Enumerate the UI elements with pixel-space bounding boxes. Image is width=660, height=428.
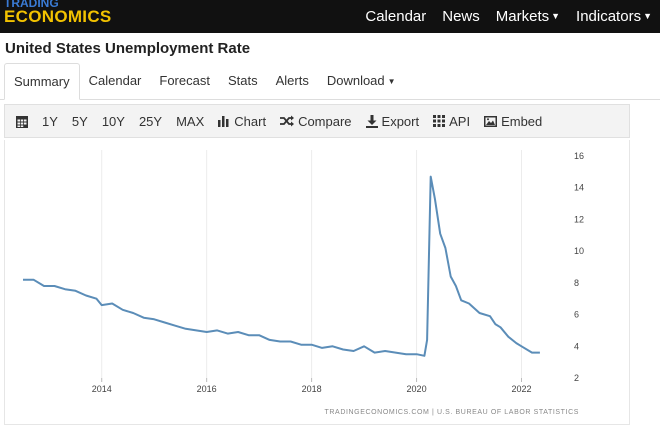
tab-stats-label: Stats — [227, 73, 258, 88]
x-tick-label: 2016 — [197, 384, 217, 394]
range-max-button[interactable]: MAX — [176, 113, 205, 129]
top-nav-menu: Calendar News Markets ▼ Indicators ▼ — [357, 0, 660, 33]
x-tick-label: 2018 — [302, 384, 322, 394]
calendar-picker-button[interactable] — [9, 115, 35, 128]
y-tick-label: 4 — [574, 341, 579, 351]
tab-alerts-label: Alerts — [275, 73, 309, 88]
chart-svg: 2014 2016 2018 2020 2022 2 4 6 8 10 12 14 16 — [23, 150, 584, 394]
tab-calendar-label: Calendar — [88, 73, 142, 88]
chart-source: TRADINGECONOMICS.COM | U.S. BUREAU OF LA… — [324, 409, 579, 416]
nav-markets[interactable]: Markets ▼ — [488, 8, 568, 25]
y-tick-label: 14 — [574, 183, 584, 193]
tab-forecast-label: Forecast — [159, 73, 210, 88]
compare-button[interactable]: Compare — [273, 114, 358, 129]
tab-summary[interactable]: Summary — [4, 63, 80, 100]
nav-news-label: News — [442, 8, 480, 25]
range-10y-button[interactable]: 10Y — [101, 113, 125, 129]
y-tick-label: 6 — [574, 310, 579, 320]
tab-bar: Summary Calendar Forecast Stats Alerts D… — [0, 63, 660, 100]
nav-indicators[interactable]: Indicators ▼ — [568, 8, 660, 25]
range-25y-button[interactable]: 25Y — [138, 113, 163, 129]
logo-line1: TRADING — [4, 0, 59, 10]
page-title: United States Unemployment Rate — [5, 40, 251, 57]
shuffle-icon — [280, 115, 295, 127]
tab-download[interactable]: Download ▼ — [318, 63, 405, 99]
y-tick-label: 16 — [574, 151, 584, 161]
bar-chart-icon — [218, 115, 230, 127]
nav-news[interactable]: News — [434, 8, 488, 25]
caret-down-icon: ▼ — [551, 11, 561, 21]
image-icon — [484, 115, 498, 127]
caret-down-icon: ▼ — [643, 11, 652, 21]
grid-icon — [433, 115, 446, 127]
nav-calendar[interactable]: Calendar — [357, 8, 434, 25]
embed-button[interactable]: Embed — [477, 114, 549, 129]
tab-download-label: Download — [326, 73, 385, 88]
chart-button[interactable]: Chart — [211, 114, 273, 129]
x-tick-label: 2014 — [92, 384, 112, 394]
tab-summary-label: Summary — [14, 74, 70, 89]
calendar-icon — [16, 115, 28, 128]
chart-toolbar: 1Y 5Y 10Y 25Y MAX Chart Compare Export A… — [4, 104, 630, 138]
api-button-label: API — [449, 113, 471, 129]
export-button[interactable]: Export — [359, 114, 427, 129]
unemployment-series-line — [23, 175, 540, 357]
tab-forecast[interactable]: Forecast — [150, 63, 219, 99]
api-button[interactable]: API — [426, 114, 477, 129]
tab-alerts[interactable]: Alerts — [267, 63, 318, 99]
top-navbar: TRADING ECONOMICS Calendar News Markets ▼… — [0, 0, 660, 33]
export-button-label: Export — [381, 113, 420, 129]
range-5y-button[interactable]: 5Y — [71, 113, 88, 129]
nav-indicators-label: Indicators — [576, 8, 642, 25]
tab-calendar[interactable]: Calendar — [80, 63, 151, 99]
x-tick-label: 2022 — [511, 384, 531, 394]
compare-button-label: Compare — [298, 113, 352, 129]
y-tick-label: 2 — [574, 373, 579, 383]
tab-stats[interactable]: Stats — [219, 63, 267, 99]
y-tick-label: 8 — [574, 278, 579, 288]
download-icon — [365, 114, 378, 128]
embed-button-label: Embed — [501, 113, 543, 129]
caret-down-icon: ▼ — [387, 77, 396, 86]
y-tick-label: 10 — [574, 246, 584, 256]
logo-line2: ECONOMICS — [4, 7, 112, 26]
unemployment-chart: 2014 2016 2018 2020 2022 2 4 6 8 10 12 14 16 TRADING… — [4, 140, 630, 425]
range-1y-button[interactable]: 1Y — [42, 113, 58, 129]
chart-button-label: Chart — [234, 113, 267, 129]
nav-calendar-label: Calendar — [365, 8, 427, 25]
y-tick-label: 12 — [574, 214, 584, 224]
x-tick-label: 2020 — [407, 384, 427, 394]
nav-markets-label: Markets — [495, 8, 550, 25]
